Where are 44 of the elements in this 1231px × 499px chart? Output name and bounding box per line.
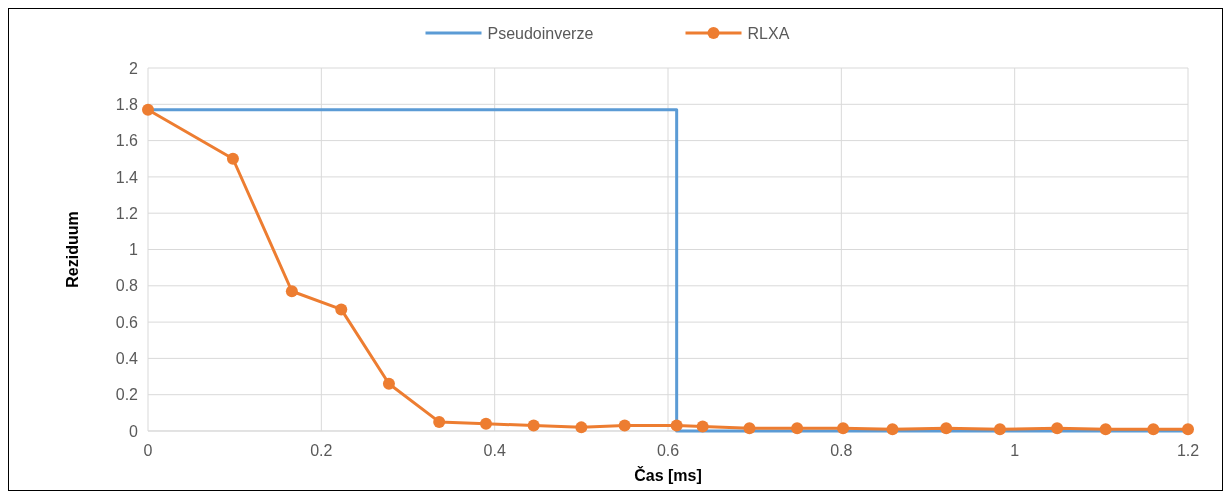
point xyxy=(993,423,1006,436)
x-tick-label: 0.2 xyxy=(310,442,333,459)
y-tick-label: 1.6 xyxy=(115,132,139,150)
y-tick-label: 0.8 xyxy=(115,277,139,295)
x-tick-label: 0.4 xyxy=(483,442,506,459)
point xyxy=(1147,423,1160,436)
point xyxy=(696,420,709,433)
point xyxy=(743,422,756,435)
point xyxy=(1099,423,1112,436)
y-tick-label: 1.8 xyxy=(115,95,139,113)
point xyxy=(791,422,804,435)
point xyxy=(527,419,540,432)
y-tick-label: 1 xyxy=(129,241,139,259)
legend-label: Pseudoinverze xyxy=(487,24,594,42)
x-tick-label: 0.8 xyxy=(830,442,853,459)
x-tick-label: 0.6 xyxy=(656,442,680,459)
point xyxy=(837,422,850,435)
point xyxy=(433,415,446,428)
y-axis-title: Reziduum xyxy=(64,211,81,288)
point xyxy=(285,285,298,298)
point xyxy=(142,103,154,116)
y-tick-label: 0.4 xyxy=(115,350,139,367)
y-tick-label: 2 xyxy=(129,59,139,77)
point xyxy=(1182,423,1194,436)
x-tick-label: 0 xyxy=(143,442,153,459)
legend-label: RLXA xyxy=(747,24,790,42)
point xyxy=(226,152,239,165)
y-tick-label: 1.4 xyxy=(115,168,139,186)
y-tick-label: 1.2 xyxy=(115,204,139,222)
point xyxy=(618,419,631,432)
y-tick-label: 0.2 xyxy=(115,386,139,404)
y-tick-label: 0 xyxy=(129,422,139,440)
point xyxy=(480,417,492,430)
point xyxy=(1051,422,1064,435)
point xyxy=(382,377,395,390)
x-axis-title: Čas [ms] xyxy=(634,466,702,484)
x-tick-label: 1 xyxy=(1010,442,1020,459)
point xyxy=(886,423,899,436)
x-tick-label: 1.2 xyxy=(1176,442,1200,459)
point xyxy=(335,303,348,316)
point xyxy=(575,421,588,434)
point xyxy=(940,422,953,435)
point xyxy=(670,419,683,432)
y-tick-label: 0.6 xyxy=(115,313,139,331)
